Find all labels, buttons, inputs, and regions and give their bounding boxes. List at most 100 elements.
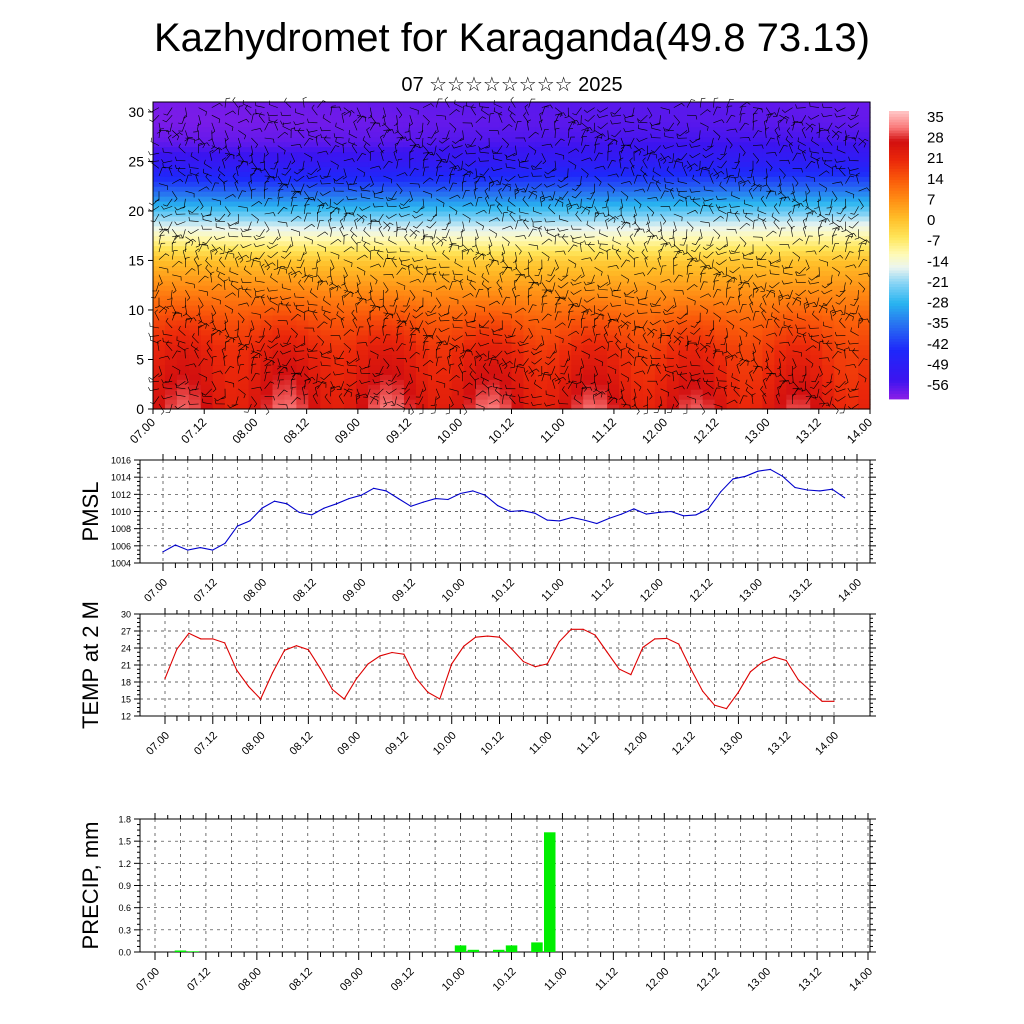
wind-barb	[288, 271, 293, 283]
wind-barb	[335, 122, 344, 131]
wind-barb	[164, 373, 173, 383]
heatmap-cell	[320, 220, 333, 227]
heatmap-cell	[153, 354, 166, 361]
heatmap-cell	[463, 270, 477, 276]
heatmap-cell	[380, 131, 393, 138]
heatmap-cell	[236, 106, 250, 113]
heatmap-cell	[798, 215, 811, 222]
heatmap-cell	[595, 151, 608, 158]
heatmap-cell	[308, 359, 321, 366]
heatmap-cell	[702, 106, 716, 113]
wind-barb	[383, 396, 387, 408]
heatmap-cell	[248, 399, 262, 405]
wind-barb	[435, 98, 443, 108]
wind-barb	[515, 235, 527, 240]
heatmap-cell	[774, 225, 787, 232]
wind-barb	[264, 259, 270, 271]
heatmap-cell	[236, 379, 250, 385]
wind-barb	[369, 175, 374, 188]
heatmap-cell	[487, 136, 501, 143]
wind-barb	[430, 229, 437, 239]
heatmap-cell	[176, 131, 190, 138]
wind-barb	[303, 204, 310, 215]
heatmap-cell	[750, 324, 764, 331]
heatmap-cell	[320, 106, 333, 113]
heatmap-cell	[631, 314, 644, 321]
wind-barb	[152, 282, 160, 292]
heatmap-cell	[798, 106, 811, 113]
heatmap-cell	[738, 245, 752, 252]
heatmap-cell	[308, 314, 321, 321]
heatmap-cell	[690, 161, 704, 167]
heatmap-cell	[858, 146, 871, 153]
wind-barb	[528, 287, 533, 298]
heatmap-cell	[535, 141, 548, 148]
heatmap-cell	[296, 349, 309, 356]
heatmap-cell	[272, 339, 286, 346]
heatmap-cell	[200, 245, 214, 252]
heatmap-cell	[678, 270, 692, 276]
wind-barb	[328, 274, 333, 286]
heatmap-cell	[666, 245, 680, 252]
heatmap-cell	[571, 280, 584, 286]
wind-barb	[515, 137, 526, 142]
heatmap-cell	[236, 240, 250, 247]
heatmap-cell	[248, 324, 262, 331]
wind-barb	[509, 393, 516, 405]
heatmap-cell	[666, 300, 680, 306]
wind-barb	[563, 168, 569, 179]
heatmap-cell	[260, 349, 274, 356]
wind-barb	[488, 357, 497, 367]
heatmap-cell	[475, 166, 489, 172]
heatmap-cell	[595, 404, 608, 410]
heatmap-cell	[296, 161, 309, 167]
heatmap-cell	[284, 235, 297, 242]
heatmap-cell	[750, 250, 764, 257]
heatmap-cell	[153, 265, 166, 271]
heatmap-cell	[762, 265, 775, 271]
heatmap-cell	[834, 329, 847, 336]
heatmap-cell	[260, 141, 274, 148]
wind-barb	[276, 358, 281, 370]
wind-barb	[326, 198, 331, 209]
heatmap-cell	[487, 186, 501, 192]
wind-barb	[449, 160, 457, 171]
heatmap-cell	[236, 354, 250, 361]
heatmap-cell	[439, 156, 453, 163]
wind-barb	[491, 166, 503, 171]
wind-barb	[158, 167, 167, 177]
heatmap-cell	[714, 250, 728, 257]
heatmap-cell	[547, 116, 560, 123]
heatmap-cell	[750, 339, 764, 346]
wind-barb	[330, 282, 339, 292]
heatmap-cell	[726, 235, 740, 242]
heatmap-cell	[750, 379, 764, 385]
heatmap-cell	[475, 309, 489, 316]
heatmap-cell	[224, 196, 238, 202]
wind-barb	[185, 241, 191, 253]
heatmap-cell	[834, 146, 847, 153]
heatmap-cell	[714, 161, 728, 167]
heatmap-cell	[415, 334, 429, 341]
heatmap-cell	[690, 379, 704, 385]
heatmap-cell	[642, 374, 656, 380]
heatmap-cell	[427, 201, 441, 207]
heatmap-cell	[332, 230, 345, 237]
heatmap-cell	[654, 300, 668, 306]
heatmap-cell	[236, 225, 250, 232]
heatmap-cell	[726, 151, 740, 158]
heatmap-cell	[810, 404, 823, 410]
heatmap-cell	[403, 364, 417, 370]
heatmap-cell	[619, 339, 632, 346]
heatmap-cell	[571, 399, 584, 405]
heatmap-cell	[475, 275, 489, 281]
wind-barb	[434, 122, 439, 134]
wind-barb	[412, 264, 424, 269]
wind-barb	[213, 235, 226, 240]
heatmap-cell	[559, 314, 572, 321]
heatmap-cell	[523, 349, 536, 356]
heatmap-cell	[619, 260, 632, 266]
wind-barb	[552, 160, 557, 172]
wind-barb	[350, 226, 358, 238]
heatmap-cell	[153, 186, 166, 192]
